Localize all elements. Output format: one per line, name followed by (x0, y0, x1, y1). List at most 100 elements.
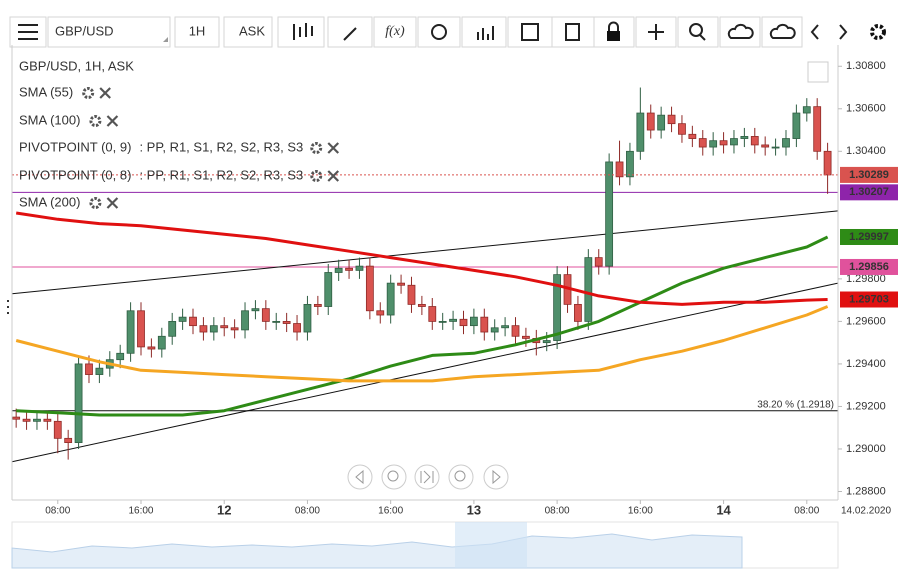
nav-zoom-out[interactable] (381, 464, 407, 490)
nav-back[interactable] (347, 464, 373, 490)
settings-icon[interactable] (89, 197, 102, 209)
candle-body (293, 323, 301, 333)
remove-icon[interactable] (106, 197, 119, 209)
x-tick-label: 16:00 (628, 506, 653, 517)
candle-body (324, 272, 333, 307)
candle-body (594, 257, 603, 267)
candle-body (688, 133, 697, 139)
trend-line (11, 282, 839, 463)
candle-body (771, 146, 780, 149)
candle-body (147, 346, 156, 350)
candle-body (397, 282, 405, 286)
legend-entry: SMA (100) (19, 112, 80, 127)
navigator-window[interactable] (455, 522, 527, 568)
settings-icon[interactable] (89, 115, 102, 127)
remove-icon[interactable] (99, 87, 111, 99)
symbol-box[interactable] (47, 16, 171, 48)
nav-forward[interactable] (483, 464, 509, 490)
settings-icon[interactable] (82, 87, 95, 99)
calendar-button[interactable] (507, 16, 553, 48)
candle-body (709, 140, 718, 148)
cloud-down-icon (769, 23, 796, 39)
scroll-right[interactable] (839, 24, 848, 40)
sma-value-label: 1.29997 (849, 231, 889, 243)
candle-body (626, 150, 634, 178)
interval-button[interactable] (174, 16, 220, 48)
report-button[interactable] (551, 16, 595, 48)
candle-body (480, 316, 489, 333)
pivot-indicator-levels: : PP, R1, S1, R2, S2, R3, S3 (139, 167, 303, 182)
candle-body (813, 106, 822, 152)
sma-value-label-bg (840, 291, 898, 308)
legend-entry: SMA (200) (19, 194, 80, 209)
remove-icon[interactable] (327, 170, 340, 182)
candle-body (553, 274, 562, 341)
y-tick-label: 1.30400 (846, 145, 886, 157)
candle-body (802, 106, 811, 114)
candle-body (459, 318, 468, 327)
info-button[interactable] (417, 16, 461, 48)
navigation-controls (347, 464, 509, 490)
settings-icon[interactable] (310, 142, 323, 154)
candle-body (74, 363, 83, 443)
remove-icon[interactable] (106, 115, 119, 127)
fx-button[interactable] (373, 16, 417, 48)
lock-icon (607, 31, 620, 41)
candle-body (667, 114, 676, 125)
sma-value-label: 1.29703 (849, 293, 889, 305)
candle-body (584, 257, 593, 322)
candle-body (657, 114, 666, 131)
candle-body (95, 367, 104, 375)
candle-body (730, 138, 738, 146)
navigator (11, 521, 839, 569)
candle-body (178, 316, 187, 322)
y-tick-label: 1.28800 (846, 485, 886, 497)
y-tick-label: 1.30600 (846, 103, 886, 115)
fullscreen-button[interactable] (807, 61, 829, 83)
candle-body (189, 316, 197, 327)
candle-body (199, 325, 208, 333)
scroll-left[interactable] (810, 24, 819, 40)
draw-button[interactable] (327, 16, 373, 48)
x-tick-label: 16:00 (128, 506, 153, 517)
candle-body (303, 303, 312, 333)
candle-body (313, 303, 322, 307)
remove-icon[interactable] (327, 142, 340, 154)
pivot-label: 1.29856 (849, 261, 889, 273)
candle-body (605, 161, 614, 267)
nav-zoom-in[interactable] (448, 464, 474, 490)
candle-body (386, 282, 395, 316)
nav-reset[interactable] (414, 464, 440, 490)
candle-body (376, 310, 385, 316)
x-tick-label: 12 (217, 502, 231, 517)
candle-body (220, 325, 229, 329)
zoom-handle (699, 34, 706, 41)
candle-body (85, 363, 93, 375)
nav-reset-icon (420, 470, 434, 484)
pivot-label-bg (840, 184, 898, 201)
candle-body (823, 150, 832, 176)
download-button[interactable] (761, 16, 803, 48)
candle-body (678, 123, 686, 135)
candle-body (251, 308, 260, 312)
candle-body (365, 265, 374, 312)
candle-body (511, 325, 520, 337)
last-price-label: 1.30289 (849, 169, 889, 181)
zoom-button[interactable] (677, 16, 719, 48)
candle-body (12, 416, 21, 420)
settings-icon[interactable] (870, 24, 886, 40)
candle-body (168, 321, 177, 337)
upload-button[interactable] (719, 16, 761, 48)
y-tick-label: 1.30800 (846, 60, 886, 72)
candle-body (501, 325, 510, 329)
crosshair-icon (648, 24, 664, 40)
lock-shackle (608, 21, 619, 31)
candles-icon (293, 23, 313, 40)
y-tick-label: 1.29600 (846, 315, 886, 327)
price-side-button[interactable] (223, 16, 273, 48)
candle-body (542, 340, 551, 344)
settings-icon[interactable] (310, 170, 323, 182)
y-tick-label: 1.29000 (846, 443, 886, 455)
chart-title: GBP/USD, 1H, ASK (19, 58, 134, 73)
